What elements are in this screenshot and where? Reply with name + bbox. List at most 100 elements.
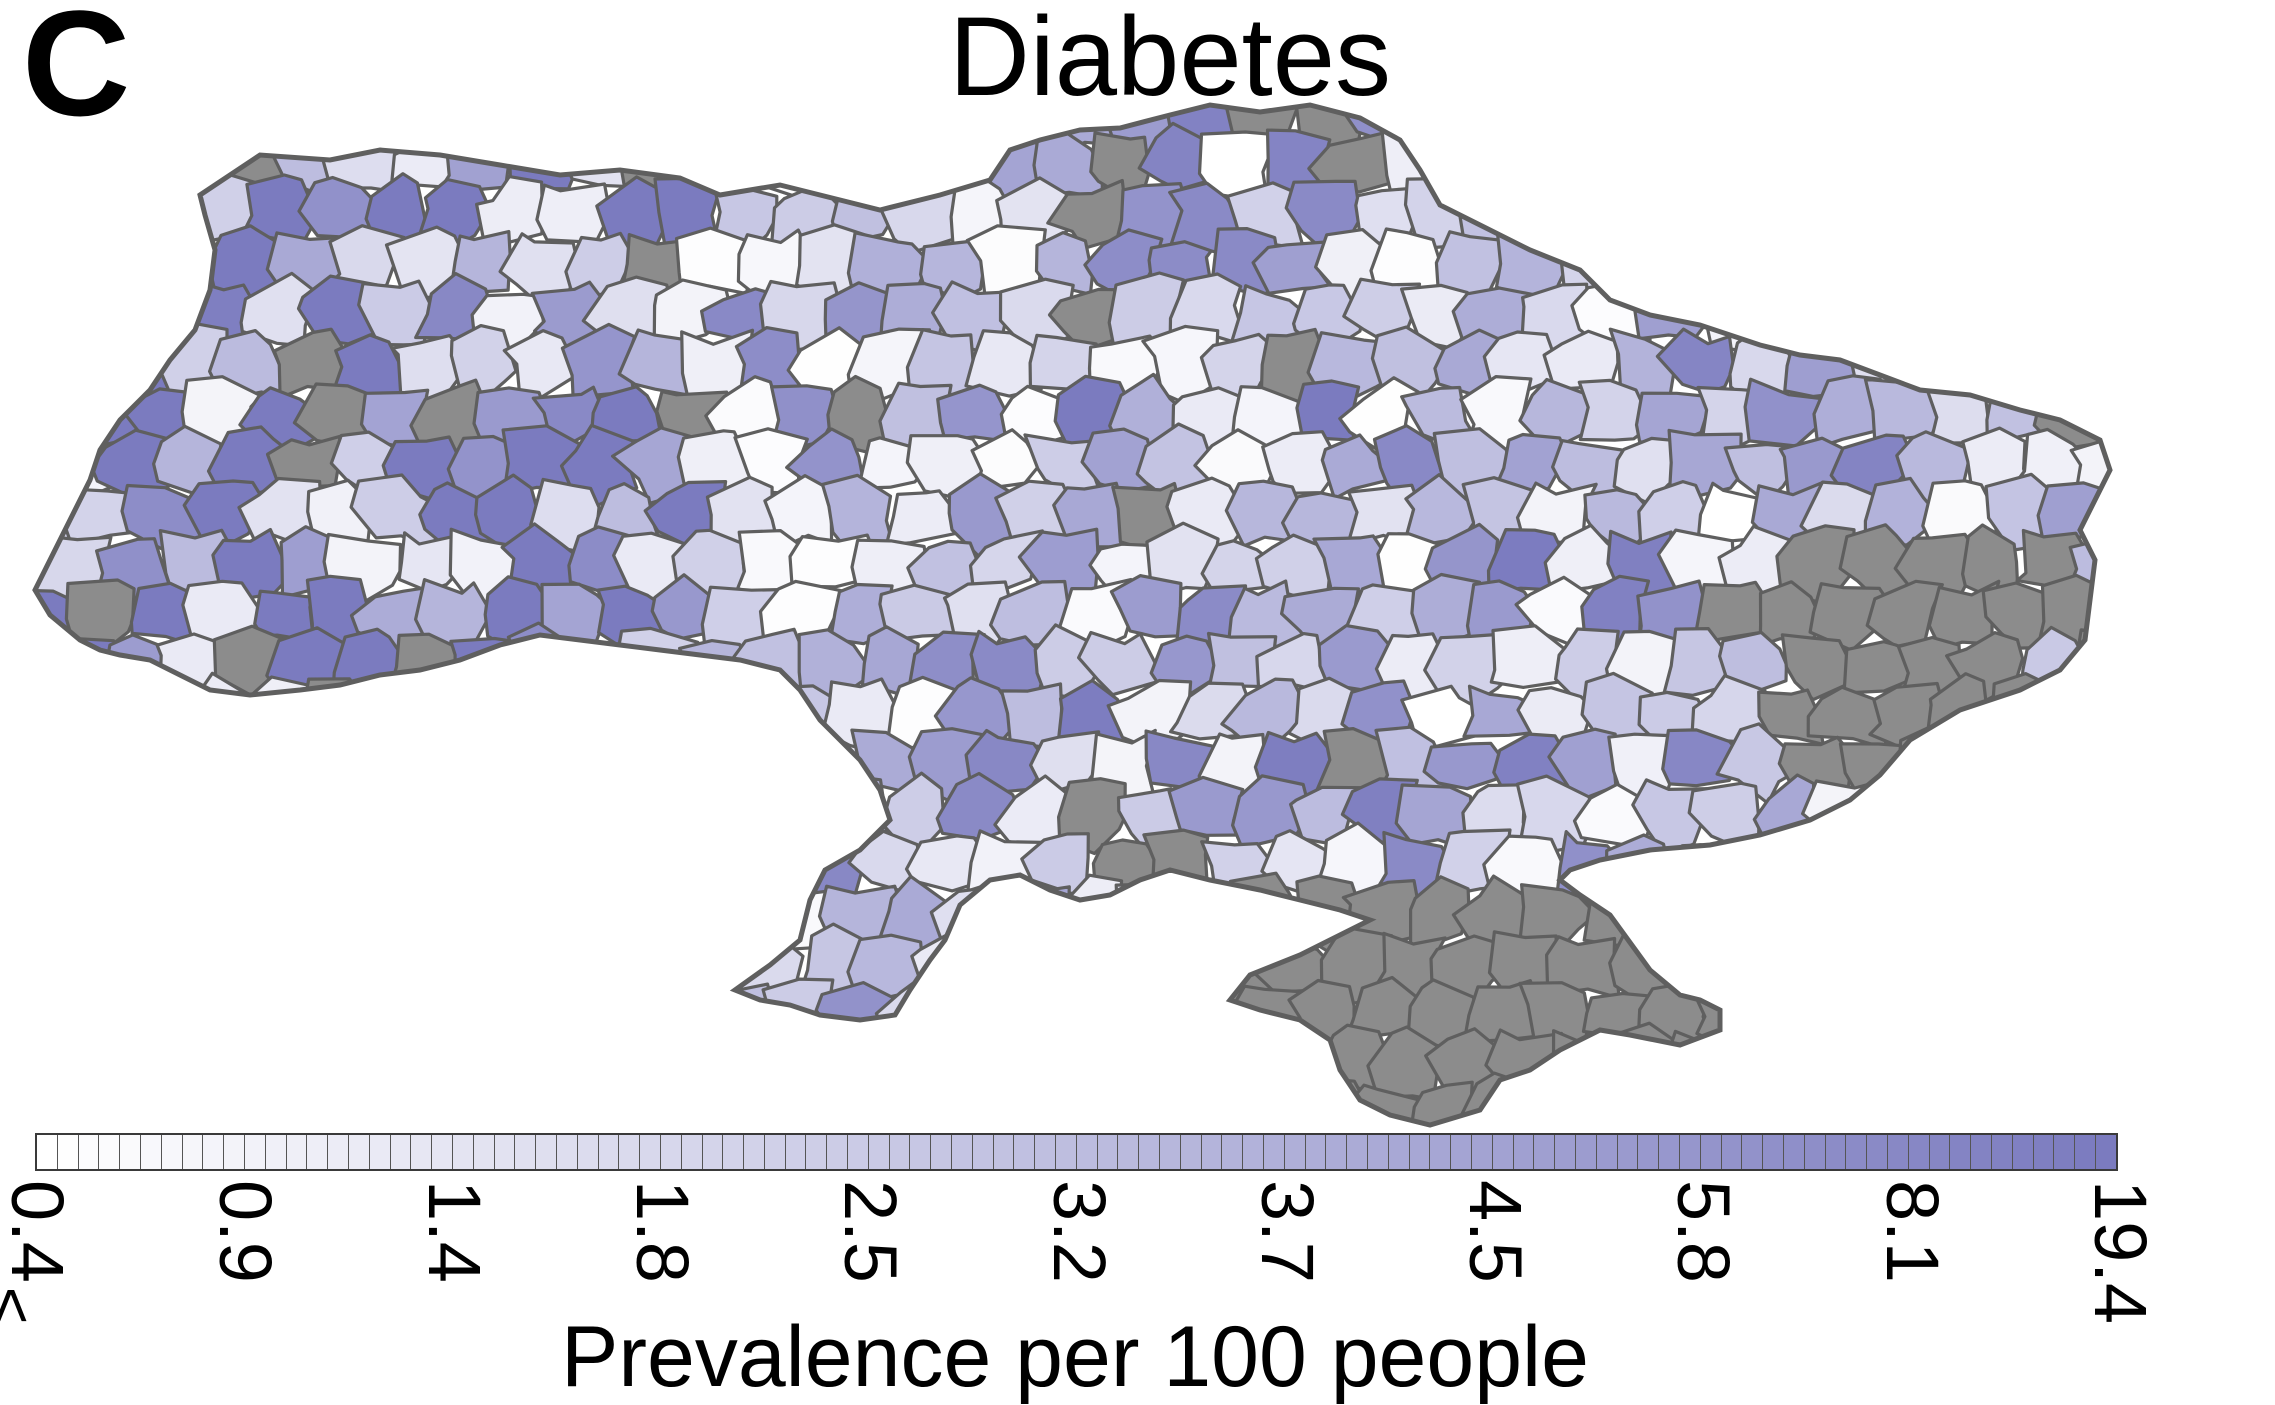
district-region: [2122, 241, 2199, 305]
district-region: [305, 771, 384, 844]
district-region: [1917, 182, 2009, 256]
district-region: [128, 872, 200, 947]
district-region: [704, 690, 790, 749]
district-region: [968, 1231, 1044, 1306]
district-region: [2099, 876, 2110, 955]
color-scale-cell: [1222, 1135, 1244, 1169]
district-region: [472, 978, 556, 1048]
district-region: [1570, 1178, 1649, 1251]
district-region: [1689, 974, 1770, 1053]
district-region: [1717, 630, 1789, 692]
district-region: [1807, 889, 1888, 941]
color-scale-cell: [1783, 1135, 1805, 1169]
district-region: [1829, 831, 1918, 901]
district-region: [280, 826, 349, 895]
district-region: [35, 279, 76, 357]
district-region: [130, 1186, 202, 1250]
district-region: [583, 977, 665, 1046]
district-region: [1632, 279, 1710, 341]
district-region: [2158, 281, 2238, 344]
district-region: [78, 1188, 151, 1249]
district-region: [1897, 927, 1961, 1003]
district-region: [617, 1022, 701, 1096]
district-region: [1714, 223, 1797, 295]
district-region: [1780, 241, 1860, 304]
color-scale-cell: [619, 1135, 641, 1169]
district-region: [943, 1182, 1015, 1252]
district-region: [2066, 931, 2110, 1007]
district-region: [453, 933, 522, 1003]
district-region: [1917, 879, 2004, 948]
district-region: [681, 1029, 749, 1107]
district-region: [2131, 734, 2210, 788]
district-region: [1573, 875, 1656, 947]
district-region: [1782, 1031, 1858, 1101]
district-region: [819, 105, 904, 152]
district-region: [1869, 292, 1940, 353]
color-scale-cell: [2054, 1135, 2076, 1169]
district-region: [328, 1024, 413, 1108]
district-region: [906, 1236, 990, 1298]
color-scale-cell: [1056, 1135, 1077, 1169]
district-region: [356, 872, 433, 950]
district-region: [2187, 129, 2268, 202]
district-region: [1032, 929, 1097, 1000]
district-region: [237, 986, 313, 1056]
district-region: [1604, 128, 1686, 192]
district-region: [1408, 875, 1471, 948]
district-region: [1666, 141, 1740, 201]
district-region: [2012, 1035, 2090, 1101]
district-region: [2061, 229, 2110, 307]
district-region: [764, 105, 833, 148]
district-region: [2069, 131, 2110, 203]
district-region: [1955, 328, 2034, 396]
color-scale-cell: [1596, 1135, 1618, 1169]
color-scale-cell: [702, 1135, 724, 1169]
color-scale-cell: [1118, 1135, 1140, 1169]
district-region: [414, 877, 494, 946]
color-scale-cell: [660, 1135, 682, 1169]
district-region: [2160, 681, 2229, 750]
district-region: [1583, 182, 1663, 251]
color-scale-cell: [827, 1135, 849, 1169]
district-region: [1261, 1031, 1328, 1103]
district-region: [2184, 236, 2269, 299]
district-region: [2041, 105, 2110, 148]
district-region: [2153, 1085, 2233, 1157]
district-region: [1116, 982, 1191, 1046]
district-region: [2184, 930, 2258, 1005]
district-region: [2043, 284, 2110, 350]
district-region: [1577, 378, 1654, 442]
district-region: [2187, 630, 2258, 695]
district-region: [245, 879, 323, 948]
district-region: [620, 836, 699, 894]
color-scale-cell: [848, 1135, 869, 1169]
district-region: [120, 686, 203, 751]
district-region: [1831, 129, 1920, 207]
color-scale-cell: [1347, 1135, 1368, 1169]
color-scale-cell: [640, 1135, 661, 1169]
district-region: [1163, 889, 1257, 955]
color-scale-cell: [723, 1135, 745, 1169]
district-region: [1829, 1027, 1911, 1093]
color-scale-cell: [764, 1135, 786, 1169]
district-region: [2109, 105, 2110, 152]
district-region: [698, 105, 787, 154]
legend-title: Prevalence per 100 people: [561, 1309, 1589, 1405]
district-region: [2098, 479, 2110, 545]
district-region: [1948, 127, 2032, 205]
tick-label: 0.9: [204, 1180, 288, 1283]
color-scale-cell: [1035, 1135, 1057, 1169]
district-region: [1977, 182, 2053, 250]
district-region: [2132, 629, 2205, 699]
district-region: [107, 928, 177, 1008]
color-scale-cell: [1867, 1135, 1888, 1169]
district-region: [2127, 933, 2204, 996]
district-region: [589, 872, 670, 949]
district-region: [207, 828, 289, 895]
district-region: [2031, 174, 2110, 239]
district-region: [270, 1029, 350, 1098]
district-region: [742, 730, 821, 805]
tick-label: 1.4: [412, 1180, 496, 1283]
district-region: [939, 988, 1020, 1056]
